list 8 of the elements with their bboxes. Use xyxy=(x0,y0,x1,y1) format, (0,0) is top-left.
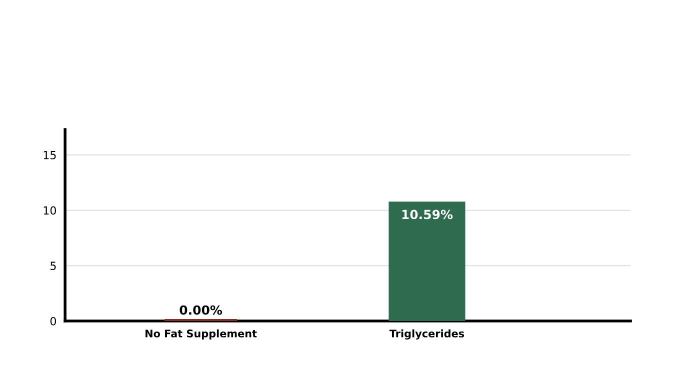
x-tick-label: Triglycerides xyxy=(389,329,464,340)
y-tick-label: 0 xyxy=(50,317,56,326)
data-label: 10.59% xyxy=(402,210,453,220)
x-tick-label: No Fat Supplement xyxy=(146,329,257,340)
y-tick-label: 5 xyxy=(50,262,56,270)
y-tick-label: 15 xyxy=(44,151,56,160)
data-label: 0.00% xyxy=(180,305,222,315)
y-tick-label: 10 xyxy=(44,206,56,215)
